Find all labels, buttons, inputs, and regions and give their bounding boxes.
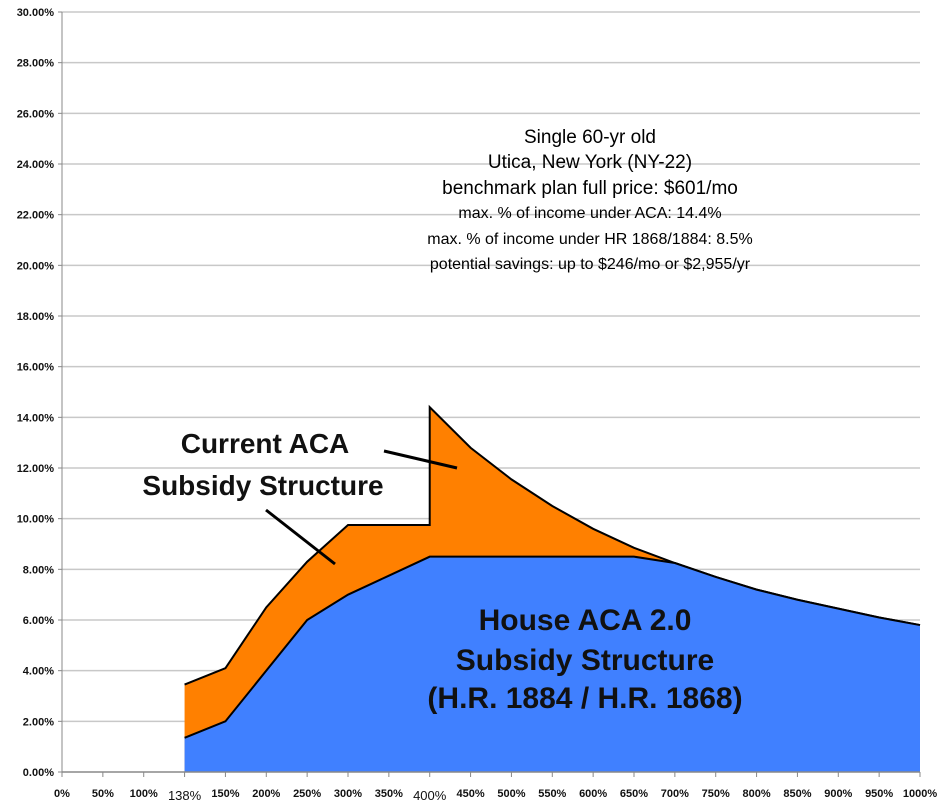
x-tick-label: 900% <box>824 788 852 800</box>
x-tick-label: 700% <box>661 788 689 800</box>
x-tick-label: 250% <box>293 788 321 800</box>
house-area <box>184 556 921 772</box>
x-tick-label: 100% <box>130 788 158 800</box>
y-tick-label: 4.00% <box>23 666 54 678</box>
x-tick-label: 0% <box>54 788 70 800</box>
y-tick-label: 30.00% <box>17 7 55 19</box>
annotation-line: potential savings: up to $246/mo or $2,9… <box>430 256 751 273</box>
y-tick-label: 0.00% <box>23 767 54 779</box>
y-tick-label: 20.00% <box>17 260 55 272</box>
x-tick-label: 350% <box>375 788 403 800</box>
y-tick-label: 12.00% <box>17 463 55 475</box>
y-tick-label: 8.00% <box>23 564 54 576</box>
x-tick-label: 50% <box>92 788 114 800</box>
annotation-line: max. % of income under HR 1868/1884: 8.5… <box>427 231 753 248</box>
x-tick-label: 750% <box>702 788 730 800</box>
annotation-line: max. % of income under ACA: 14.4% <box>458 205 721 222</box>
x-tick-label: 850% <box>783 788 811 800</box>
x-tick-label: 650% <box>620 788 648 800</box>
annotation-line: Utica, New York (NY-22) <box>488 152 692 173</box>
x-tick-label: 400% <box>413 788 447 803</box>
y-tick-label: 28.00% <box>17 58 55 70</box>
annotation-block: Single 60-yr old Utica, New York (NY-22)… <box>427 127 753 273</box>
axes <box>61 12 920 773</box>
y-tick-label: 22.00% <box>17 210 55 222</box>
x-tick-label: 138% <box>168 788 202 803</box>
y-tick-label: 14.00% <box>17 412 55 424</box>
x-tick-label: 300% <box>334 788 362 800</box>
y-tick-label: 24.00% <box>17 159 55 171</box>
x-tick-label: 800% <box>743 788 771 800</box>
annotation-line: Single 60-yr old <box>524 127 656 148</box>
y-tick-label: 10.00% <box>17 514 55 526</box>
areas <box>184 404 921 772</box>
x-tick-label: 550% <box>538 788 566 800</box>
x-tick-label: 500% <box>497 788 525 800</box>
x-tick-label: 1000% <box>903 788 937 800</box>
y-tick-label: 26.00% <box>17 108 55 120</box>
x-tick-label: 150% <box>211 788 239 800</box>
x-tick-label: 950% <box>865 788 893 800</box>
aca-label: Current ACA Subsidy Structure <box>142 428 458 566</box>
y-tick-label: 6.00% <box>23 615 54 627</box>
y-tick-label: 16.00% <box>17 362 55 374</box>
y-tick-label: 2.00% <box>23 716 54 728</box>
aca-label-line: Current ACA <box>181 428 350 459</box>
house-label-line: House ACA 2.0 <box>479 604 692 637</box>
annotation-line: benchmark plan full price: $601/mo <box>442 178 738 199</box>
x-tick-label: 200% <box>252 788 280 800</box>
house-label: House ACA 2.0 Subsidy Structure (H.R. 18… <box>427 604 742 715</box>
aca-label-line: Subsidy Structure <box>142 470 383 501</box>
x-tick-label: 600% <box>579 788 607 800</box>
house-label-line: (H.R. 1884 / H.R. 1868) <box>427 682 742 715</box>
y-tick-label: 18.00% <box>17 311 55 323</box>
x-axis-ticks: 0% 50% 100% 138% 150% 200% 250% 300% 350% 400% 450… <box>54 772 937 803</box>
callout-line <box>383 449 458 470</box>
house-outline <box>184 555 921 739</box>
y-axis-ticks: 0.00% 2.00% 4.00% 6.00% 8.00% 10.00% 12.00% 14.… <box>17 7 62 779</box>
house-label-line: Subsidy Structure <box>456 644 714 677</box>
callout-line <box>265 508 336 566</box>
x-tick-label: 450% <box>457 788 485 800</box>
